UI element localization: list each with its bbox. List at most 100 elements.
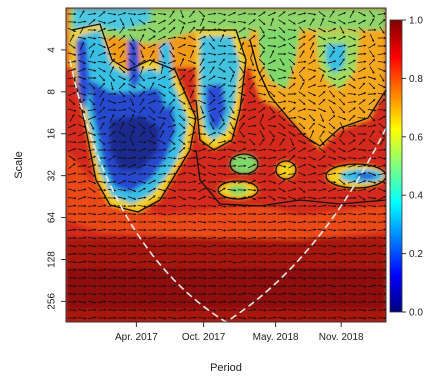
phase-arrow-head — [181, 58, 185, 61]
phase-arrow-head — [354, 156, 357, 160]
phase-arrow-head — [133, 172, 136, 175]
phase-arrow-head — [214, 212, 217, 216]
phase-arrow-head — [113, 13, 117, 16]
phase-arrow-head — [123, 108, 127, 111]
phase-arrow-head — [201, 18, 204, 21]
phase-arrow-head — [373, 300, 377, 303]
phase-arrow-head — [254, 228, 257, 232]
phase-arrow-head — [383, 61, 386, 64]
phase-arrow-head — [194, 236, 197, 240]
phase-arrow-head — [242, 122, 245, 126]
phase-arrow-head — [373, 43, 376, 46]
phase-arrow-head — [163, 85, 166, 89]
phase-arrow-head — [132, 47, 135, 50]
phase-arrow-head — [342, 94, 346, 97]
phase-arrow-head — [243, 157, 247, 160]
phase-arrow-head — [383, 157, 386, 160]
phase-arrow-head — [294, 268, 297, 272]
phase-arrow-head — [104, 260, 107, 264]
phase-arrow-head — [263, 180, 267, 183]
phase-arrow-head — [253, 179, 256, 183]
phase-arrow-head — [83, 37, 87, 40]
phase-arrow-head — [304, 236, 307, 240]
phase-arrow-head — [254, 260, 257, 264]
phase-arrow-head — [224, 164, 227, 168]
phase-arrow-head — [271, 50, 275, 53]
phase-arrow-head — [183, 53, 186, 56]
phase-arrow-head — [102, 78, 105, 82]
phase-arrow-head — [243, 237, 247, 240]
phase-arrow-head — [153, 20, 157, 23]
phase-arrow-head — [203, 148, 207, 151]
phase-arrow-head — [142, 126, 146, 129]
phase-arrow-head — [234, 52, 237, 56]
phase-arrow-head — [373, 244, 377, 247]
phase-arrow-head — [143, 300, 147, 303]
phase-arrow-head — [204, 260, 207, 264]
phase-arrow-head — [244, 228, 247, 232]
phase-arrow-head — [163, 157, 167, 160]
phase-arrow-head — [122, 115, 126, 118]
phase-arrow-head — [163, 180, 167, 183]
phase-arrow-head — [202, 142, 205, 146]
phase-arrow-head — [92, 86, 96, 89]
phase-arrow-head — [233, 181, 237, 184]
phase-arrow-head — [143, 117, 147, 120]
phase-arrow-head — [304, 228, 307, 232]
phase-arrow-head — [363, 60, 367, 64]
phase-arrow-head — [94, 244, 97, 248]
phase-arrow-head — [113, 43, 116, 46]
phase-arrow-head — [162, 106, 165, 109]
phase-arrow-head — [73, 68, 77, 71]
phase-arrow-head — [172, 27, 176, 30]
phase-arrow-head — [251, 50, 254, 53]
phase-arrow-head — [194, 260, 197, 264]
phase-arrow-head — [373, 181, 377, 184]
phase-arrow-head — [333, 28, 336, 31]
phase-arrow-head — [193, 300, 197, 303]
phase-arrow-head — [203, 195, 206, 199]
phase-arrow-head — [321, 74, 324, 77]
phase-arrow-head — [212, 99, 216, 102]
phase-arrow-head — [244, 268, 247, 272]
phase-arrow-head — [112, 35, 116, 38]
phase-arrow-head — [103, 268, 107, 271]
phase-arrow-head — [274, 228, 277, 232]
phase-arrow-head — [223, 196, 227, 199]
phase-arrow-head — [213, 236, 217, 239]
phase-arrow-head — [143, 205, 147, 208]
phase-arrow-head — [143, 147, 146, 151]
phase-arrow-head — [253, 204, 257, 207]
phase-arrow-head — [124, 268, 127, 272]
phase-arrow-head — [374, 260, 377, 264]
phase-arrow-head — [172, 119, 175, 122]
phase-arrow-head — [173, 60, 176, 63]
phase-arrow-head — [113, 189, 117, 192]
phase-arrow-head — [254, 188, 257, 192]
phase-arrow-head — [213, 132, 216, 135]
phase-arrow-head — [154, 308, 157, 312]
phase-arrow-head — [303, 147, 306, 151]
phase-arrow-head — [93, 12, 97, 15]
phase-arrow-head — [282, 107, 286, 110]
phase-arrow-head — [114, 284, 117, 288]
phase-arrow-head — [133, 261, 137, 264]
phase-arrow-head — [182, 75, 186, 78]
plot-frame — [65, 7, 387, 323]
phase-arrow-head — [184, 316, 187, 320]
phase-arrow-head — [183, 292, 187, 295]
phase-arrow-head — [284, 284, 287, 288]
phase-arrow-head — [152, 58, 155, 62]
phase-arrow-head — [294, 316, 297, 320]
phase-arrow-head — [303, 117, 306, 120]
phase-arrow-head — [284, 244, 287, 248]
phase-arrow-head — [202, 26, 205, 29]
phase-arrow-head — [313, 69, 317, 72]
phase-arrow-head — [202, 42, 205, 46]
phase-arrow-head — [262, 31, 265, 34]
phase-arrow-head — [342, 58, 345, 62]
phase-arrow-head — [263, 164, 267, 167]
phase-arrow-head — [324, 236, 327, 240]
phase-arrow-head — [213, 197, 217, 200]
